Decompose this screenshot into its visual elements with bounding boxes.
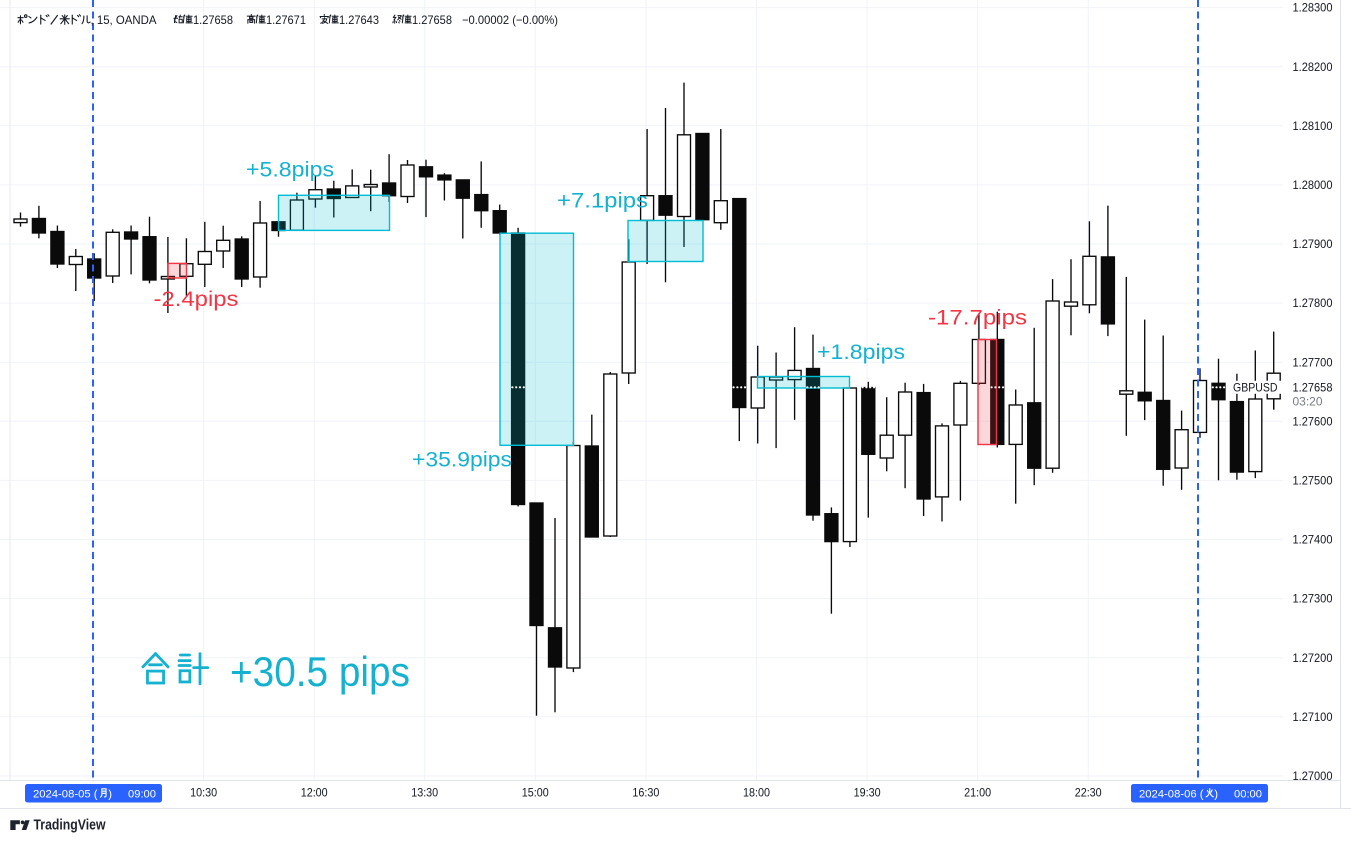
svg-text:1.28100: 1.28100 [1293,120,1333,133]
svg-text:2024-08-06 (: 2024-08-06 ( [1139,788,1204,800]
svg-text:12:00: 12:00 [301,786,328,799]
svg-text:1.27300: 1.27300 [1293,593,1333,606]
svg-text:10:30: 10:30 [190,786,217,799]
svg-text:21:00: 21:00 [964,786,991,799]
svg-text:1.27658: 1.27658 [193,13,233,27]
svg-text:13:30: 13:30 [411,786,438,799]
svg-text:-2.4pips: -2.4pips [154,287,239,311]
svg-text:1.27100: 1.27100 [1293,711,1333,724]
svg-text:16:30: 16:30 [632,786,659,799]
svg-text:): ) [108,788,112,800]
svg-text:1.27658: 1.27658 [1293,381,1333,394]
svg-text:TradingView: TradingView [34,817,106,834]
svg-text:00:00: 00:00 [1234,788,1262,800]
svg-text:1.27200: 1.27200 [1293,652,1333,665]
svg-text:2024-08-05 (: 2024-08-05 ( [33,788,98,800]
svg-text:, 15, OANDA: , 15, OANDA [91,13,157,27]
svg-text:1.27500: 1.27500 [1293,475,1333,488]
svg-text:+1.8pips: +1.8pips [817,340,905,364]
svg-text:22:30: 22:30 [1075,786,1102,799]
svg-text:1.27000: 1.27000 [1293,770,1333,783]
svg-text:1.27671: 1.27671 [266,13,306,27]
svg-text:18:00: 18:00 [743,786,770,799]
svg-text:+35.9pips: +35.9pips [412,448,512,472]
svg-text:-17.7pips: -17.7pips [928,306,1027,330]
svg-text:1.27600: 1.27600 [1293,415,1333,428]
svg-text:+5.8pips: +5.8pips [246,157,334,181]
svg-text:1.27900: 1.27900 [1293,238,1333,251]
svg-text:+7.1pips: +7.1pips [557,189,648,213]
svg-text:15:00: 15:00 [522,786,549,799]
svg-text:09:00: 09:00 [128,788,156,800]
svg-text:1.27643: 1.27643 [339,13,379,27]
svg-text:1.27700: 1.27700 [1293,356,1333,369]
svg-text:+30.5 pips: +30.5 pips [230,648,410,695]
svg-text:1.27400: 1.27400 [1293,534,1333,547]
svg-text:GBPUSD: GBPUSD [1233,381,1278,395]
svg-text:): ) [1214,788,1218,800]
svg-text:1.28200: 1.28200 [1293,61,1333,74]
svg-text:−0.00002 (−0.00%): −0.00002 (−0.00%) [462,13,558,27]
svg-text:1.27800: 1.27800 [1293,297,1333,310]
svg-text:1.28000: 1.28000 [1293,179,1333,192]
svg-text:19:30: 19:30 [854,786,881,799]
svg-text:1.27658: 1.27658 [412,13,452,27]
svg-text:03:20: 03:20 [1293,396,1323,409]
svg-text:1.28300: 1.28300 [1293,2,1333,15]
